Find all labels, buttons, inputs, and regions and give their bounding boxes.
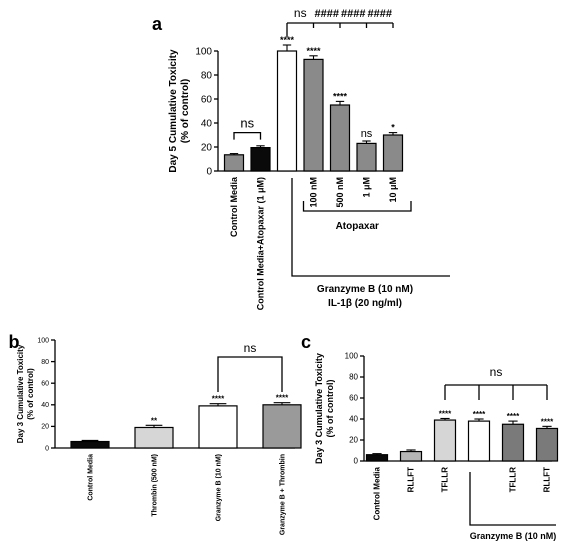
significance-stars: ****	[276, 394, 289, 403]
comparison-bracket-ns: ns	[244, 341, 257, 355]
y-tick-label: 0	[206, 166, 212, 177]
y-tick-label: 60	[349, 394, 358, 403]
y-axis-label-units: (% of control)	[325, 380, 335, 438]
bar	[399, 450, 423, 462]
significance-stars: ****	[541, 417, 554, 426]
significance-stars: ****	[306, 46, 321, 56]
comparison-label: ####	[368, 8, 392, 20]
significance-stars: ****	[473, 410, 486, 419]
y-axis-label-units: (% of control)	[180, 79, 191, 143]
y-tick-label: 20	[349, 436, 358, 445]
treatment-label-granzyme: Granzyme B (10 nM)	[470, 531, 557, 541]
y-tick-label: 100	[37, 337, 49, 344]
x-category-label: Thrombin (500 nM)	[151, 454, 158, 517]
bar	[223, 154, 245, 172]
bar	[329, 104, 351, 172]
y-tick-label: 0	[354, 457, 359, 466]
comparison-label: ns	[294, 6, 307, 20]
bar	[501, 423, 525, 462]
y-axis-label-units: (% of control)	[26, 368, 35, 420]
y-axis-label: Day 5 Cumulative Toxicity	[168, 49, 179, 173]
panel-b: b 0 20 40 60 80 100 Day 3 Cumulative Toxicity (%…	[9, 332, 302, 535]
bar	[365, 454, 389, 462]
panel-label: b	[9, 332, 20, 352]
y-tick-label: 80	[349, 373, 358, 382]
bar	[356, 142, 377, 172]
bar	[134, 426, 174, 449]
x-category-label: 100 nM	[309, 177, 319, 208]
x-category-label: TFLLR	[441, 467, 450, 493]
comparison-bracket	[217, 356, 283, 392]
comparison-label: ####	[315, 8, 339, 20]
bar	[198, 405, 238, 449]
x-category-label: 10 μM	[388, 177, 398, 203]
y-tick-label: 40	[201, 118, 213, 129]
y-tick-label: 0	[45, 445, 49, 452]
y-tick-label: 60	[41, 381, 49, 388]
treatment-bracket	[469, 472, 556, 526]
y-tick-label: 40	[41, 402, 49, 409]
pair-bracket	[233, 131, 262, 140]
x-category-label: 500 nM	[335, 177, 345, 208]
treatment-label-granzyme: Granzyme B (10 nM)	[317, 284, 413, 295]
pair-bracket-ns: ns	[240, 116, 254, 131]
bar	[70, 440, 110, 449]
y-axis-label: Day 3 Cumulative Toxicity	[314, 353, 324, 464]
significance-stars: ****	[333, 91, 348, 101]
x-category-label: 1 μM	[362, 177, 372, 198]
bar	[262, 404, 302, 449]
bar	[535, 427, 559, 462]
x-category-label: RLLFT	[543, 467, 552, 492]
comparison-bracket-ns: ns	[490, 365, 503, 379]
bar	[276, 50, 298, 172]
bar	[433, 419, 457, 462]
x-category-label: Granzyme B (10 nM)	[215, 454, 222, 521]
bar	[303, 58, 324, 172]
x-category-label: Control Media	[373, 466, 382, 520]
significance-stars: **	[151, 416, 158, 425]
y-tick-label: 20	[201, 142, 213, 153]
panel-label: a	[152, 14, 163, 34]
x-category-label: TFLLR	[509, 467, 518, 493]
bar	[467, 420, 491, 462]
y-tick-label: 100	[345, 352, 359, 361]
significance-stars: ****	[212, 395, 225, 404]
significance-stars: ****	[439, 409, 452, 418]
treatment-label-il1b: IL-1β (20 ng/ml)	[328, 298, 402, 309]
bar	[382, 134, 404, 172]
panel-a: a 0 20 40 60 80 100 Day 5 Cumulative Toxicity (%…	[152, 6, 450, 310]
significance-stars: ****	[507, 412, 520, 421]
bar	[250, 147, 271, 172]
y-tick-label: 40	[349, 415, 358, 424]
y-tick-label: 20	[41, 424, 49, 431]
y-tick-label: 80	[201, 70, 213, 81]
x-category-label: Control Media	[229, 176, 239, 237]
atopaxar-bracket	[302, 201, 412, 212]
panel-c: c 0 20 40 60 80 100 Day 3 Cumulative Toxicity (%…	[301, 332, 559, 541]
treatment-bracket	[291, 178, 450, 277]
significance-ns: ns	[361, 128, 373, 140]
x-category-label: Granzyme B + Thrombin	[279, 454, 286, 535]
y-axis-label: Day 3 Cumulative Toxicity	[16, 344, 25, 443]
x-category-label: Control Media	[87, 454, 94, 501]
significance-stars: ****	[280, 35, 295, 45]
panel-label: c	[301, 332, 311, 352]
significance-stars: *	[391, 123, 395, 133]
y-tick-label: 60	[201, 94, 213, 105]
y-tick-label: 100	[195, 46, 212, 57]
x-category-label: Control Media+Atopaxar (1 μM)	[256, 177, 266, 310]
atopaxar-label: Atopaxar	[336, 221, 379, 232]
y-tick-label: 80	[41, 359, 49, 366]
comparison-label: ####	[341, 8, 365, 20]
x-category-label: RLLFT	[407, 467, 416, 492]
